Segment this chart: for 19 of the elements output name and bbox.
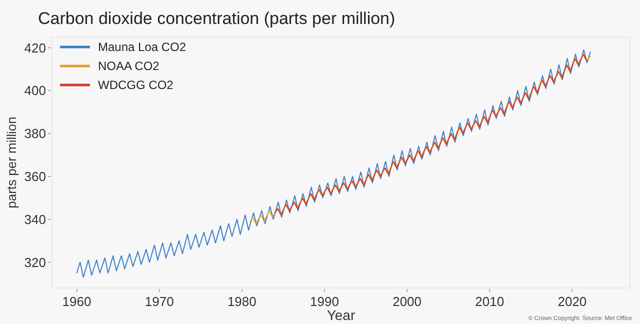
y-tick-label: 320 (24, 254, 46, 270)
legend-label: Mauna Loa CO2 (98, 40, 186, 54)
legend-label: NOAA CO2 (98, 59, 160, 74)
chart-title: Carbon dioxide concentration (parts per million) (38, 9, 396, 28)
x-tick-label: 1980 (227, 294, 256, 309)
x-tick-label: 1990 (310, 294, 339, 309)
y-tick-label: 340 (24, 212, 46, 227)
x-tick-label: 1970 (144, 294, 174, 309)
x-tick-label: 1960 (62, 294, 92, 309)
x-tick-label: 2010 (475, 294, 504, 309)
y-tick-label: 380 (24, 126, 46, 142)
y-tick-label: 400 (24, 83, 46, 98)
y-tick-label: 420 (24, 40, 46, 56)
y-tick-label: 360 (24, 168, 46, 184)
x-axis-title: Year (326, 307, 356, 323)
y-axis-title: parts per million (4, 116, 19, 208)
legend-label: WDCGG CO2 (98, 78, 174, 92)
x-tick-label: 2020 (558, 294, 587, 309)
x-tick-label: 2000 (392, 294, 422, 309)
